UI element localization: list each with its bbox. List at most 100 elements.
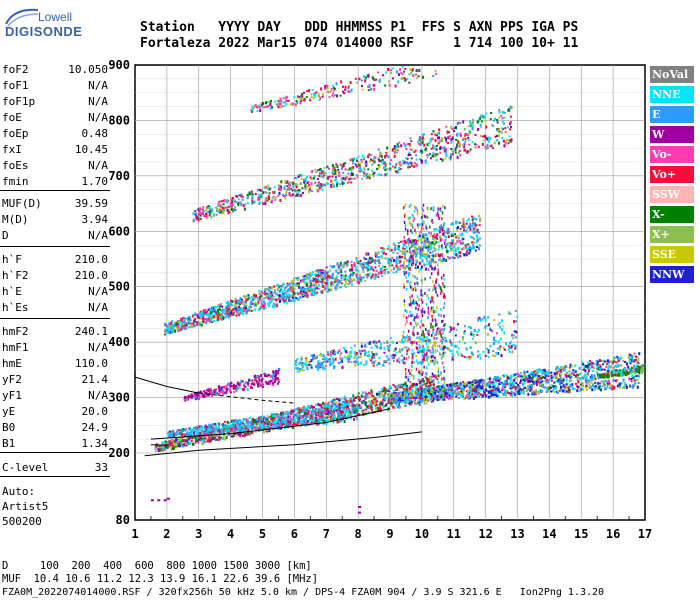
echo-point [528,379,531,382]
echo-point [448,394,451,397]
param-label: yF1 [2,389,22,402]
echo-point [364,411,367,415]
echo-point [310,422,312,425]
echo-point [454,248,457,250]
echo-point [185,440,188,443]
echo-point [398,259,401,262]
echo-point [241,427,244,430]
echo-point [301,421,304,424]
echo-point [331,265,334,269]
echo-point [501,386,504,390]
echo-point [406,391,408,394]
echo-point [419,251,421,255]
echo-point [281,284,284,288]
echo-point [415,395,417,398]
echo-point [351,398,354,401]
echo-point [322,419,325,422]
echo-point [522,375,525,379]
echo-point [453,257,456,259]
echo-point [427,395,430,398]
echo-point [324,401,327,404]
echo-point [457,256,459,259]
echo-point [338,414,341,418]
echo-point [402,388,405,390]
echo-point [527,386,530,389]
echo-point [481,394,484,398]
echo-point [414,385,417,388]
echo-point [473,389,475,392]
echo-point [214,430,217,433]
echo-point [312,422,315,425]
echo-point [392,271,395,274]
echo-point [456,221,459,224]
echo-point [492,377,495,381]
echo-point [414,241,417,244]
echo-point [549,386,552,389]
echo-point [380,408,382,412]
echo-point [344,284,346,287]
echo-point [602,363,604,366]
echo-point [304,418,307,421]
echo-point [428,231,431,234]
echo-point [413,396,416,399]
echo-point [232,434,235,437]
echo-point [164,322,167,326]
echo-point [512,374,515,378]
echo-point [268,304,271,308]
echo-point [242,429,245,433]
echo-point [478,392,481,395]
echo-point [250,300,253,303]
echo-point [537,390,540,393]
echo-point [296,415,299,419]
echo-point [231,420,234,423]
echo-point [636,379,639,382]
echo-point [297,293,300,296]
echo-point [427,240,430,243]
echo-point [462,381,464,384]
echo-point [421,388,424,391]
echo-point [423,401,426,405]
echo-point [598,387,601,390]
echo-point [270,422,273,425]
echo-point [399,240,402,243]
echo-point [613,386,615,390]
echo-point [629,385,632,388]
echo-point [544,373,546,376]
echo-point [371,273,374,276]
echo-point [352,404,355,407]
echo-point [331,399,334,403]
echo-point [365,395,368,399]
echo-point [617,369,620,372]
echo-point [276,422,279,425]
echo-point [600,380,603,383]
echo-point [608,380,611,383]
echo-point [172,430,175,433]
echo-point [340,270,343,274]
echo-point [212,315,215,319]
echo-point [619,386,622,389]
echo-point [405,394,407,397]
echo-point [298,286,301,289]
echo-point [514,377,517,380]
echo-point [297,413,300,417]
echo-point [468,252,471,255]
echo-point [378,256,381,259]
echo-point [175,324,178,327]
echo-point [417,265,419,269]
echo-point [242,418,245,420]
echo-point [479,379,481,383]
echo-point [505,381,508,384]
echo-point [299,279,302,283]
echo-point [396,252,399,255]
echo-point [309,279,312,282]
param-value: 3.94 [81,213,109,226]
echo-point [421,235,424,239]
echo-point [335,286,338,289]
echo-point [478,224,481,227]
echo-point [327,403,330,406]
echo-point [273,415,276,417]
echo-point [387,398,390,402]
echo-point [622,368,625,371]
echo-point [563,369,566,372]
echo-point [349,268,352,272]
